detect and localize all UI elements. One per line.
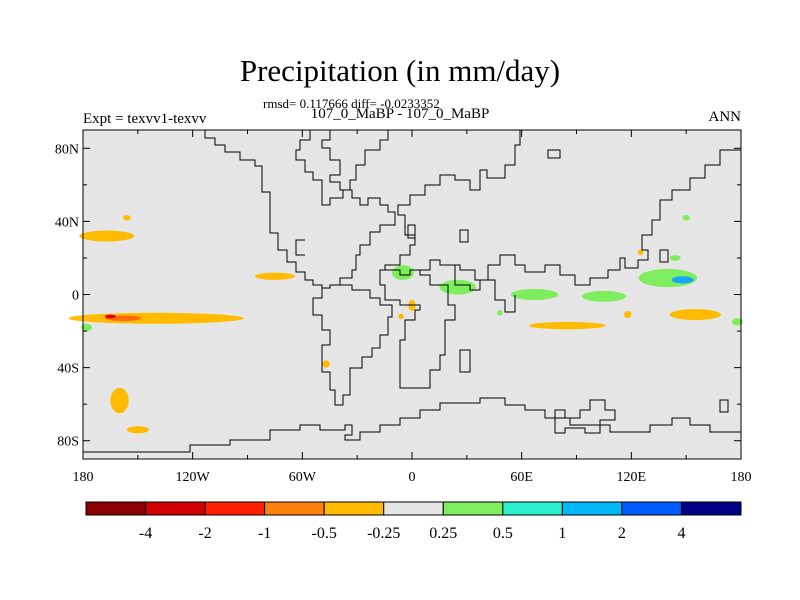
- coastline-north-america: [204, 130, 396, 289]
- longitude-tick-label: 180: [731, 470, 752, 485]
- colorbar-label: -0.25: [367, 525, 400, 542]
- coastline-new-zealand: [719, 399, 729, 413]
- colorbar-box: [680, 501, 742, 516]
- longitude-tick-label: 120W: [176, 470, 211, 485]
- anomaly-patch: [110, 387, 129, 414]
- latitude-tick-label: 40S: [57, 362, 79, 377]
- map-panel: 180 120W 60W 0 60E 120E 180 80N 40N 0 40S 80S: [55, 129, 752, 485]
- coastline-madagascar: [459, 349, 471, 373]
- colorbar: -4 -2 -1 -0.5 -0.25 0.25 0.5 1 2 4: [85, 501, 742, 542]
- anomaly-patch: [496, 310, 503, 316]
- colorbar-label: -1: [258, 525, 271, 542]
- anomaly-patch: [528, 321, 606, 330]
- coastlines: [83, 130, 742, 453]
- map-subtitle: 107_0_MaBP - 107_0_MaBP: [310, 106, 490, 122]
- colorbar-label: -2: [198, 525, 211, 542]
- colorbar-box: [145, 501, 206, 516]
- coastline-antarctica: [83, 397, 741, 453]
- longitude-tick-label: 0: [409, 470, 416, 485]
- anomaly-patch: [439, 279, 476, 295]
- colorbar-box: [204, 501, 266, 516]
- colorbar-boxes: [85, 501, 742, 516]
- anomaly-layer: [68, 214, 743, 434]
- coastline-japan: [659, 249, 669, 263]
- anomaly-patch: [68, 312, 244, 324]
- colorbar-box: [264, 501, 325, 516]
- colorbar-label: 0.25: [429, 525, 457, 542]
- colorbar-box: [85, 501, 147, 516]
- colorbar-box: [561, 501, 623, 516]
- latitude-labels: 80N 40N 0 40S 80S: [55, 142, 79, 449]
- coastline-australia: [554, 399, 616, 434]
- colorbar-label: 0.5: [493, 525, 513, 542]
- colorbar-box: [442, 501, 504, 516]
- longitude-tick-label: 180: [73, 470, 94, 485]
- anomaly-patch: [322, 360, 330, 368]
- axis-ticks: [82, 130, 742, 459]
- colorbar-label: -4: [139, 525, 152, 542]
- coastline-eurasia: [384, 130, 742, 286]
- anomaly-patch: [126, 426, 149, 434]
- map-background: [83, 130, 741, 459]
- anomaly-patch: [510, 289, 559, 300]
- coastline-svalbard: [547, 149, 561, 159]
- colorbar-labels: -4 -2 -1 -0.5 -0.25 0.25 0.5 1 2 4: [139, 525, 686, 542]
- anomaly-patch: [731, 318, 743, 326]
- colorbar-box: [621, 501, 682, 516]
- coastline-greenland: [321, 130, 389, 191]
- coastline-caspian: [459, 229, 469, 243]
- season-label: ANN: [708, 109, 742, 125]
- anomaly-patch: [123, 214, 131, 221]
- coastline-india: [488, 279, 516, 313]
- anomaly-patch: [669, 255, 681, 261]
- anomaly-patch: [398, 313, 404, 320]
- longitude-tick-label: 60E: [510, 470, 533, 485]
- anomaly-patch: [79, 230, 135, 242]
- colorbar-label: 4: [677, 525, 685, 542]
- anomaly-patch: [104, 314, 116, 319]
- anomaly-patch: [671, 276, 694, 284]
- colorbar-label: -0.5: [312, 525, 337, 542]
- longitude-tick-label: 120E: [617, 470, 647, 485]
- colorbar-box: [383, 501, 444, 516]
- colorbar-box: [502, 501, 563, 516]
- latitude-tick-label: 40N: [55, 215, 79, 230]
- anomaly-patch: [581, 290, 626, 302]
- anomaly-patch: [682, 214, 690, 221]
- anomaly-patch: [254, 272, 296, 280]
- map-title: Precipitation (in mm/day): [239, 53, 561, 88]
- latitude-tick-label: 80N: [55, 142, 79, 157]
- stats-line: rmsd= 0.117666 diff= -0.0233352: [263, 96, 440, 111]
- coastline-arabia: [454, 265, 481, 291]
- anomaly-patch: [624, 310, 632, 319]
- longitude-labels: 180 120W 60W 0 60E 120E 180: [73, 470, 752, 485]
- anomaly-patch: [81, 323, 93, 332]
- coastline-central-america: [295, 239, 305, 256]
- anomaly-patch: [669, 309, 721, 321]
- coastline-south-america: [312, 284, 393, 406]
- colorbar-label: 1: [558, 525, 566, 542]
- anomaly-patch: [391, 265, 414, 280]
- latitude-tick-label: 80S: [57, 435, 79, 450]
- colorbar-box: [323, 501, 385, 516]
- anomaly-patch: [637, 249, 644, 256]
- coastline-africa: [379, 269, 456, 389]
- latitude-tick-label: 0: [72, 289, 79, 304]
- colorbar-label: 2: [618, 525, 626, 542]
- coastline-uk: [407, 224, 416, 239]
- longitude-tick-label: 60W: [289, 470, 317, 485]
- experiment-label: Expt = texvv1-texvv: [83, 111, 207, 127]
